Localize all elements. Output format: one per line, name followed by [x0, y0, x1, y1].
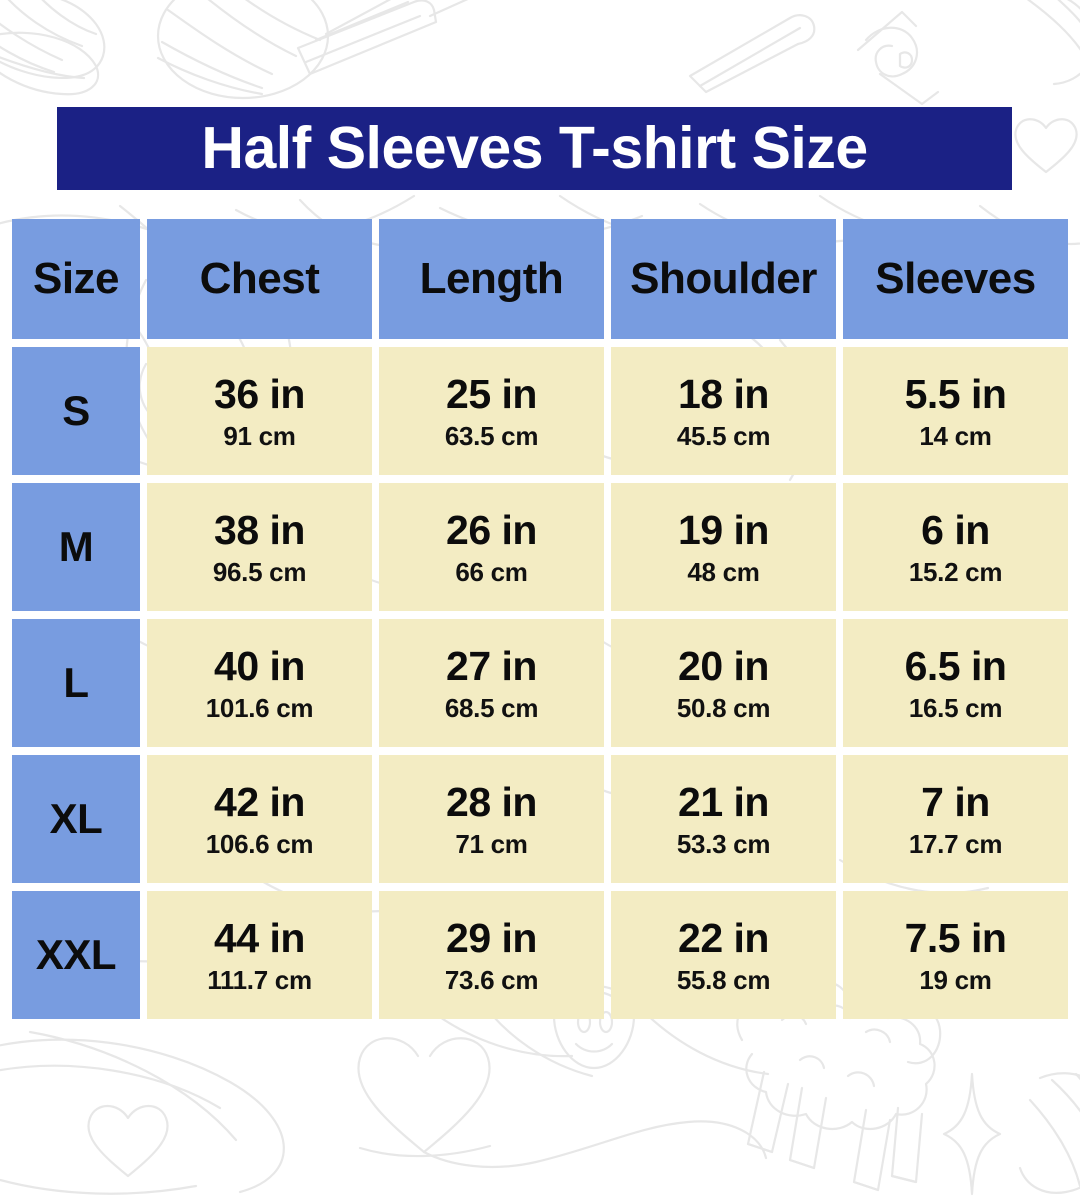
value-inches: 5.5 in — [904, 370, 1007, 417]
table-row: M 38 in 96.5 cm 26 in 66 cm 19 in 48 cm … — [12, 483, 1068, 611]
value-inches: 38 in — [214, 506, 305, 553]
size-cell: S — [12, 347, 140, 475]
size-chart-table: Size Chest Length Shoulder Sleeves S 36 … — [12, 219, 1068, 1019]
sleeves-cell: 5.5 in 14 cm — [843, 347, 1068, 475]
value-inches: 7 in — [921, 778, 990, 825]
value-inches: 20 in — [678, 642, 769, 689]
size-label: M — [58, 523, 94, 570]
chest-cell: 42 in 106.6 cm — [147, 755, 372, 883]
value-centimeters: 111.7 cm — [207, 964, 312, 995]
value-centimeters: 15.2 cm — [908, 556, 1003, 587]
value-centimeters: 71 cm — [455, 828, 528, 859]
title-banner: Half Sleeves T-shirt Size — [57, 107, 1012, 190]
value-inches: 42 in — [214, 778, 305, 825]
value-inches: 28 in — [446, 778, 537, 825]
value-centimeters: 45.5 cm — [676, 420, 771, 451]
value-centimeters: 17.7 cm — [908, 828, 1003, 859]
chest-cell: 36 in 91 cm — [147, 347, 372, 475]
header-cell-size: Size — [12, 219, 140, 339]
value-centimeters: 14 cm — [919, 420, 992, 451]
sleeves-cell: 6.5 in 16.5 cm — [843, 619, 1068, 747]
value-centimeters: 91 cm — [223, 420, 296, 451]
page-title: Half Sleeves T-shirt Size — [201, 115, 868, 181]
length-cell: 27 in 68.5 cm — [379, 619, 604, 747]
header-label-shoulder: Shoulder — [630, 254, 817, 303]
header-cell-sleeves: Sleeves — [843, 219, 1068, 339]
chest-cell: 38 in 96.5 cm — [147, 483, 372, 611]
shoulder-cell: 18 in 45.5 cm — [611, 347, 836, 475]
header-cell-length: Length — [379, 219, 604, 339]
value-centimeters: 68.5 cm — [444, 692, 539, 723]
value-centimeters: 50.8 cm — [676, 692, 771, 723]
shoulder-cell: 20 in 50.8 cm — [611, 619, 836, 747]
value-inches: 6 in — [921, 506, 990, 553]
chest-cell: 44 in 111.7 cm — [147, 891, 372, 1019]
length-cell: 28 in 71 cm — [379, 755, 604, 883]
table-row: L 40 in 101.6 cm 27 in 68.5 cm 20 in 50.… — [12, 619, 1068, 747]
value-inches: 36 in — [214, 370, 305, 417]
size-label: XL — [49, 795, 103, 842]
value-inches: 21 in — [678, 778, 769, 825]
value-inches: 27 in — [446, 642, 537, 689]
length-cell: 26 in 66 cm — [379, 483, 604, 611]
value-inches: 6.5 in — [904, 642, 1007, 689]
value-inches: 29 in — [446, 914, 537, 961]
header-label-size: Size — [32, 254, 120, 303]
value-centimeters: 96.5 cm — [212, 556, 307, 587]
size-cell: M — [12, 483, 140, 611]
chest-cell: 40 in 101.6 cm — [147, 619, 372, 747]
value-centimeters: 19 cm — [919, 964, 992, 995]
table-row: XXL 44 in 111.7 cm 29 in 73.6 cm 22 in 5… — [12, 891, 1068, 1019]
shoulder-cell: 22 in 55.8 cm — [611, 891, 836, 1019]
value-inches: 19 in — [678, 506, 769, 553]
value-inches: 7.5 in — [904, 914, 1007, 961]
size-label: XXL — [35, 931, 117, 978]
size-cell: XL — [12, 755, 140, 883]
header-label-length: Length — [419, 254, 564, 303]
value-centimeters: 55.8 cm — [676, 964, 771, 995]
sleeves-cell: 7 in 17.7 cm — [843, 755, 1068, 883]
value-inches: 22 in — [678, 914, 769, 961]
value-inches: 18 in — [678, 370, 769, 417]
value-inches: 26 in — [446, 506, 537, 553]
length-cell: 29 in 73.6 cm — [379, 891, 604, 1019]
value-inches: 40 in — [214, 642, 305, 689]
size-label: L — [63, 659, 89, 706]
header-label-sleeves: Sleeves — [875, 254, 1036, 303]
shoulder-cell: 21 in 53.3 cm — [611, 755, 836, 883]
size-cell: L — [12, 619, 140, 747]
value-centimeters: 101.6 cm — [205, 692, 314, 723]
header-cell-chest: Chest — [147, 219, 372, 339]
value-centimeters: 53.3 cm — [676, 828, 771, 859]
header-cell-shoulder: Shoulder — [611, 219, 836, 339]
value-centimeters: 16.5 cm — [908, 692, 1003, 723]
value-centimeters: 48 cm — [687, 556, 760, 587]
table-row: S 36 in 91 cm 25 in 63.5 cm 18 in 45.5 c… — [12, 347, 1068, 475]
table-row: XL 42 in 106.6 cm 28 in 71 cm 21 in 53.3… — [12, 755, 1068, 883]
shoulder-cell: 19 in 48 cm — [611, 483, 836, 611]
value-centimeters: 63.5 cm — [444, 420, 539, 451]
table-header-row: Size Chest Length Shoulder Sleeves — [12, 219, 1068, 339]
size-label: S — [62, 387, 90, 434]
value-centimeters: 106.6 cm — [205, 828, 314, 859]
header-label-chest: Chest — [199, 254, 320, 303]
value-centimeters: 66 cm — [455, 556, 528, 587]
length-cell: 25 in 63.5 cm — [379, 347, 604, 475]
sleeves-cell: 7.5 in 19 cm — [843, 891, 1068, 1019]
value-centimeters: 73.6 cm — [444, 964, 539, 995]
value-inches: 44 in — [214, 914, 305, 961]
sleeves-cell: 6 in 15.2 cm — [843, 483, 1068, 611]
value-inches: 25 in — [446, 370, 537, 417]
size-cell: XXL — [12, 891, 140, 1019]
